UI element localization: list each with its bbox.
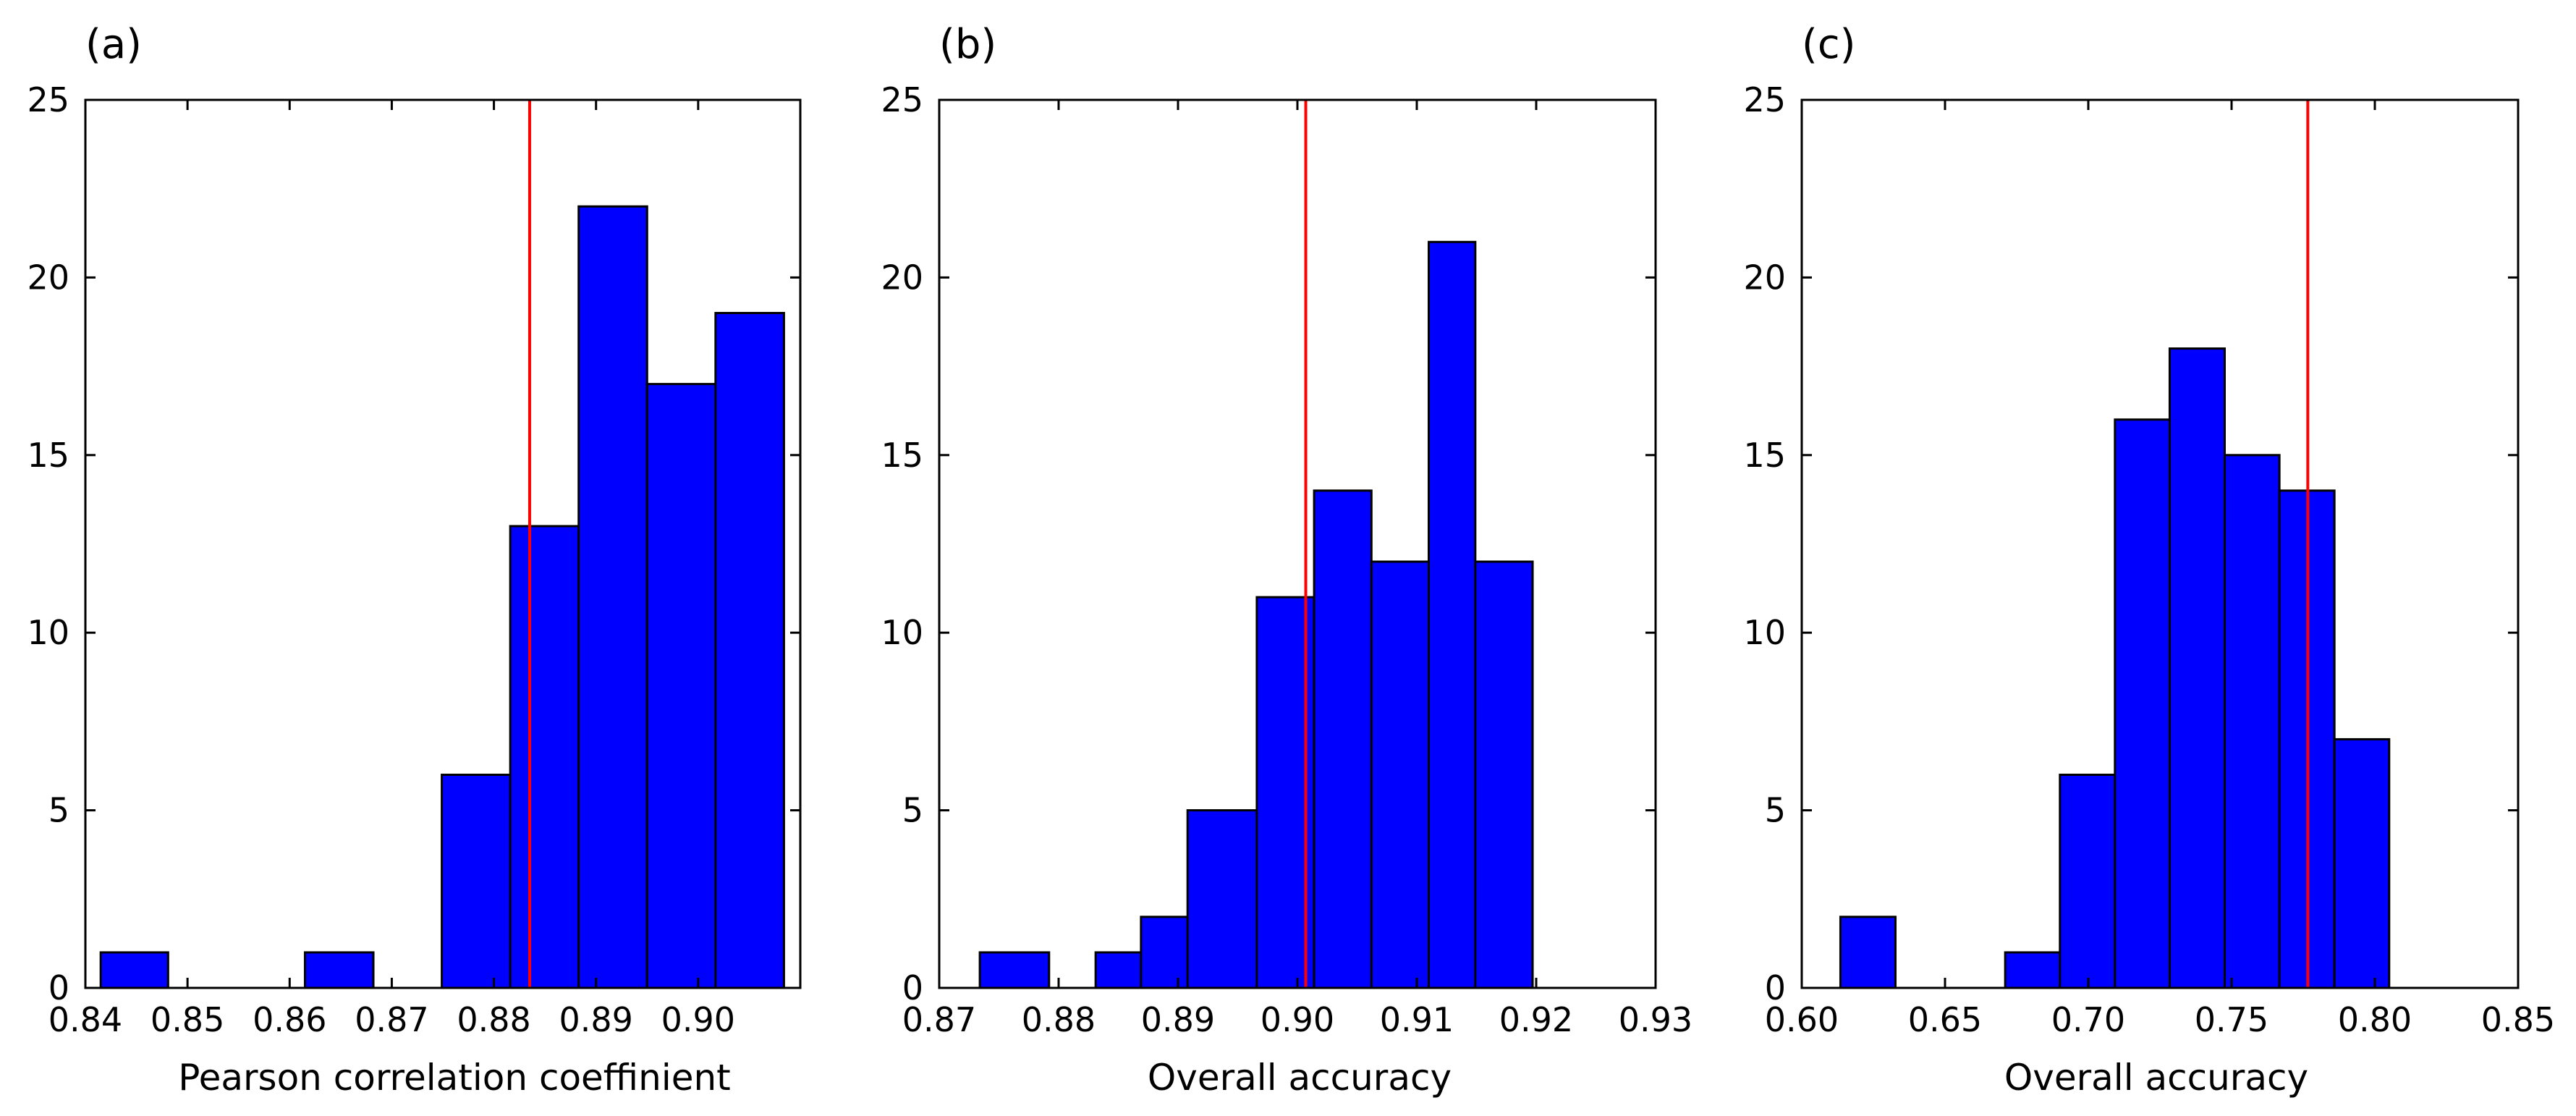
histogram-bar	[2004, 951, 2062, 989]
panel-label: (c)	[1802, 21, 1855, 68]
histogram-bar	[645, 383, 717, 989]
y-tick-label: 15	[1743, 436, 1786, 475]
x-tick-label: 0.90	[661, 1000, 735, 1039]
panel-label: (b)	[939, 21, 996, 68]
x-tick-label: 0.88	[1022, 1000, 1096, 1039]
y-tick-label: 20	[1743, 258, 1786, 297]
y-tick-label: 15	[881, 436, 923, 475]
x-tick-label: 0.80	[2338, 1000, 2412, 1039]
histogram-bar	[2223, 454, 2281, 989]
histogram-bar	[1140, 916, 1189, 989]
plot-frame	[1800, 98, 2520, 989]
y-tick-label: 25	[27, 80, 69, 119]
x-tick-label: 0.85	[2481, 1000, 2555, 1039]
x-axis-label: Overall accuracy	[1148, 1057, 1452, 1099]
histogram-panel-c: (c) Overall accuracy 0.60 0.65 0.70 0.75 0.8…	[1743, 21, 2555, 1099]
histogram-bar	[2168, 347, 2226, 989]
histogram-bar	[978, 951, 1051, 989]
x-tick-label: 0.60	[1765, 1000, 1839, 1039]
histogram-panel-a: (a) Pearson correlation coeffinient 0.84…	[27, 21, 802, 1099]
histogram-bar	[1186, 809, 1258, 989]
y-tick-label: 25	[881, 80, 923, 119]
x-tick-label: 0.90	[1261, 1000, 1334, 1039]
x-tick-label: 0.92	[1499, 1000, 1573, 1039]
histogram-bar	[99, 951, 169, 989]
x-tick-label: 0.91	[1380, 1000, 1454, 1039]
y-tick-label: 10	[1743, 613, 1786, 652]
y-tick-label: 0	[902, 968, 923, 1007]
histogram-bar	[714, 311, 785, 989]
histogram-bar	[2114, 418, 2171, 989]
histogram-bar	[1313, 489, 1373, 989]
histogram-bar	[1094, 951, 1143, 989]
x-tick-label: 0.89	[559, 1000, 633, 1039]
x-tick-label: 0.88	[457, 1000, 530, 1039]
y-tick-label: 15	[27, 436, 69, 475]
x-tick-label: 0.93	[1619, 1000, 1692, 1039]
y-tick-label: 20	[881, 258, 923, 297]
histogram-panel-b: (b) Overall accuracy 0.87 0.88 0.89 0.90 0.9…	[881, 21, 1692, 1099]
histogram-bar	[2059, 774, 2117, 989]
x-tick-label: 0.84	[48, 1000, 122, 1039]
y-tick-label: 10	[881, 613, 923, 652]
y-tick-label: 25	[1743, 80, 1786, 119]
y-tick-label: 20	[27, 258, 69, 297]
histogram-bar	[303, 951, 375, 989]
x-axis-label: Pearson correlation coeffinient	[178, 1057, 731, 1099]
y-tick-label: 0	[48, 968, 69, 1007]
histogram-bar	[2333, 737, 2391, 989]
histogram-bar	[1428, 240, 1477, 989]
x-axis-label: Overall accuracy	[2004, 1057, 2308, 1099]
histogram-bar	[509, 525, 580, 989]
y-tick-label: 10	[27, 613, 69, 652]
plot-frame	[84, 98, 802, 989]
x-tick-label: 0.87	[902, 1000, 976, 1039]
x-tick-label: 0.65	[1908, 1000, 1982, 1039]
histogram-bar	[1474, 560, 1534, 989]
histogram-bar	[1370, 560, 1431, 989]
histogram-bar	[441, 774, 512, 989]
x-tick-label: 0.87	[355, 1000, 428, 1039]
y-tick-label: 5	[48, 791, 69, 830]
y-tick-label: 5	[902, 791, 923, 830]
x-tick-label: 0.70	[2051, 1000, 2125, 1039]
x-tick-label: 0.89	[1141, 1000, 1215, 1039]
x-tick-label: 0.75	[2195, 1000, 2268, 1039]
panel-label: (a)	[85, 21, 142, 68]
histogram-bar	[1839, 916, 1897, 989]
x-tick-label: 0.86	[253, 1000, 326, 1039]
x-tick-label: 0.85	[151, 1000, 224, 1039]
histogram-bar	[577, 205, 648, 989]
y-tick-label: 5	[1765, 791, 1786, 830]
y-tick-label: 0	[1765, 968, 1786, 1007]
